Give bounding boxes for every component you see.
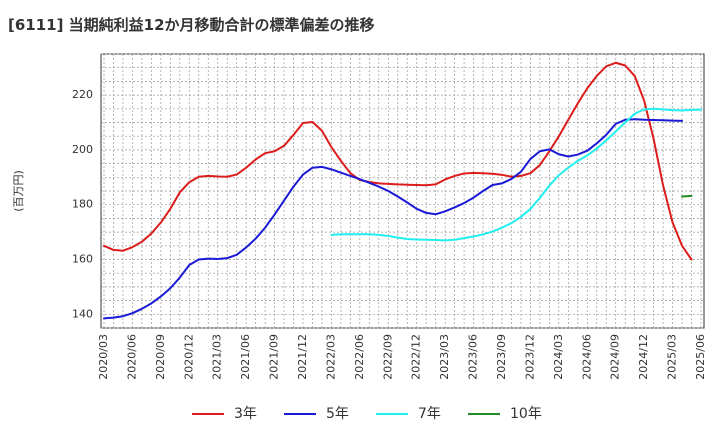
legend-label-5年: 5年 <box>326 406 349 422</box>
y-tick-labels: 140 160 180 200 220 <box>72 88 93 320</box>
x-tick-label: 2025/03 <box>666 334 679 380</box>
x-tick-label: 2023/09 <box>495 334 508 380</box>
x-tick-label: 2023/03 <box>438 334 451 380</box>
x-tick-label: 2024/12 <box>637 334 650 380</box>
x-tick-label: 2021/06 <box>239 334 252 380</box>
x-tick-label: 2022/06 <box>353 334 366 380</box>
x-tick-label: 2024/03 <box>552 334 565 380</box>
x-tick-label: 2025/06 <box>694 334 707 380</box>
y-tick-label: 160 <box>72 253 93 266</box>
y-tick-label: 220 <box>72 88 93 101</box>
x-tick-label: 2020/12 <box>182 334 195 380</box>
legend-label-10年: 10年 <box>510 406 542 422</box>
y-axis-label: (百万円) <box>12 170 25 212</box>
x-tick-label: 2020/09 <box>154 334 167 380</box>
x-tick-labels: 2020/03 2020/06 2020/09 2020/12 2021/03 2021/… <box>97 334 707 380</box>
y-tick-label: 140 <box>72 307 93 320</box>
series-line-5年 <box>103 118 684 320</box>
x-tick-label: 2024/06 <box>580 334 593 380</box>
series-layer <box>103 61 702 320</box>
x-tick-label: 2022/03 <box>324 334 337 380</box>
chart-title: [6111] 当期純利益12か月移動合計の標準偏差の推移 <box>8 16 375 34</box>
y-tick-label: 200 <box>72 143 93 156</box>
x-tick-label: 2020/03 <box>97 334 110 380</box>
x-tick-label: 2023/06 <box>467 334 480 380</box>
legend-label-3年: 3年 <box>234 406 257 422</box>
x-tick-label: 2022/12 <box>410 334 423 380</box>
series-line-7年 <box>330 107 702 242</box>
y-tick-label: 180 <box>72 198 93 211</box>
x-tick-label: 2022/09 <box>381 334 394 380</box>
series-line-10年 <box>681 194 693 198</box>
grid-layer <box>101 53 704 329</box>
x-tick-label: 2021/09 <box>268 334 281 380</box>
x-tick-label: 2024/09 <box>609 334 622 380</box>
x-tick-label: 2021/12 <box>296 334 309 380</box>
legend: 3年 5年 7年 10年 <box>192 406 542 422</box>
x-tick-label: 2023/12 <box>523 334 536 380</box>
series-line-3年 <box>103 61 693 261</box>
legend-label-7年: 7年 <box>418 406 441 422</box>
x-tick-label: 2021/03 <box>211 334 224 380</box>
x-tick-label: 2020/06 <box>125 334 138 380</box>
